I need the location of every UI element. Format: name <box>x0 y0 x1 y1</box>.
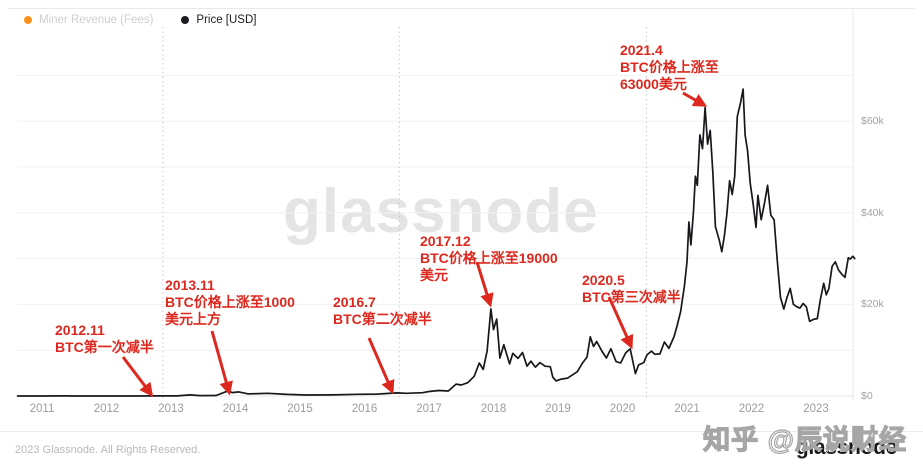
top-divider <box>8 8 915 9</box>
halving-dotted-lines <box>162 27 647 400</box>
annotation-arrows <box>121 91 708 397</box>
price-line-series <box>16 88 856 397</box>
x-tick-label-2018: 2018 <box>480 403 507 415</box>
annotation-arrow-price-19000 <box>475 261 494 308</box>
x-tick-label-2023: 2023 <box>803 403 829 415</box>
annotation-price-above-1000: 2013.11 BTC价格上涨至1000 美元上方 <box>165 277 295 327</box>
footer-divider <box>0 431 923 432</box>
annotation-halving-3: 2020.5 BTC第三次减半 <box>582 272 681 305</box>
annotation-halving-1: 2012.11 BTC第一次减半 <box>55 322 154 355</box>
annotation-arrow-price-63000 <box>682 91 708 107</box>
x-tick-label-2021: 2021 <box>674 403 700 415</box>
copyright-text: 2023 Glassnode. All Rights Reserved. <box>15 444 201 456</box>
x-tick-label-2022: 2022 <box>738 403 765 415</box>
annotation-arrow-halving-1 <box>121 356 154 397</box>
annotation-price-63000: 2021.4 BTC价格上涨至 63000美元 <box>620 42 719 92</box>
y-gridlines <box>17 9 854 400</box>
legend-label-price: Price [USD] <box>196 14 257 26</box>
price-dot-icon <box>181 16 190 24</box>
glassnode-logo: glassnode <box>795 436 897 459</box>
x-tick-label-2013: 2013 <box>158 403 184 415</box>
x-tick-label-2016: 2016 <box>351 403 378 415</box>
x-tick-label-2017: 2017 <box>416 403 442 415</box>
chart-legend: Miner Revenue (Fees) Price [USD] <box>24 14 256 26</box>
glassnode-center-watermark: glassnode <box>283 177 599 246</box>
x-tick-label-2012: 2012 <box>93 403 120 415</box>
legend-item-price[interactable]: Price [USD] <box>181 14 256 26</box>
zhihu-author-watermark: 知乎 @辰说财经 <box>703 424 907 455</box>
legend-item-miner-revenue[interactable]: Miner Revenue (Fees) <box>24 14 153 26</box>
y-tick-label-$20k: $20k <box>861 298 884 311</box>
x-tick-label-2019: 2019 <box>545 403 571 415</box>
annotation-halving-2: 2016.7 BTC第二次减半 <box>333 294 432 327</box>
x-tick-label-2011: 2011 <box>29 403 55 415</box>
annotation-arrow-price-above-1000 <box>210 330 233 396</box>
x-tick-label-2020: 2020 <box>609 403 636 415</box>
legend-label-miner-revenue: Miner Revenue (Fees) <box>39 14 154 26</box>
x-tick-label-2014: 2014 <box>222 403 249 415</box>
annotation-arrow-halving-3 <box>607 296 634 350</box>
y-tick-label-$60k: $60k <box>861 115 884 128</box>
annotation-arrow-halving-2 <box>367 337 395 395</box>
x-tick-label-2015: 2015 <box>287 403 313 415</box>
y-tick-label-$0: $0 <box>861 390 873 402</box>
annotation-price-19000: 2017.12 BTC价格上涨至19000 美元 <box>420 233 558 283</box>
miner-revenue-dot-icon <box>24 16 32 24</box>
y-tick-label-$40k: $40k <box>861 206 884 219</box>
